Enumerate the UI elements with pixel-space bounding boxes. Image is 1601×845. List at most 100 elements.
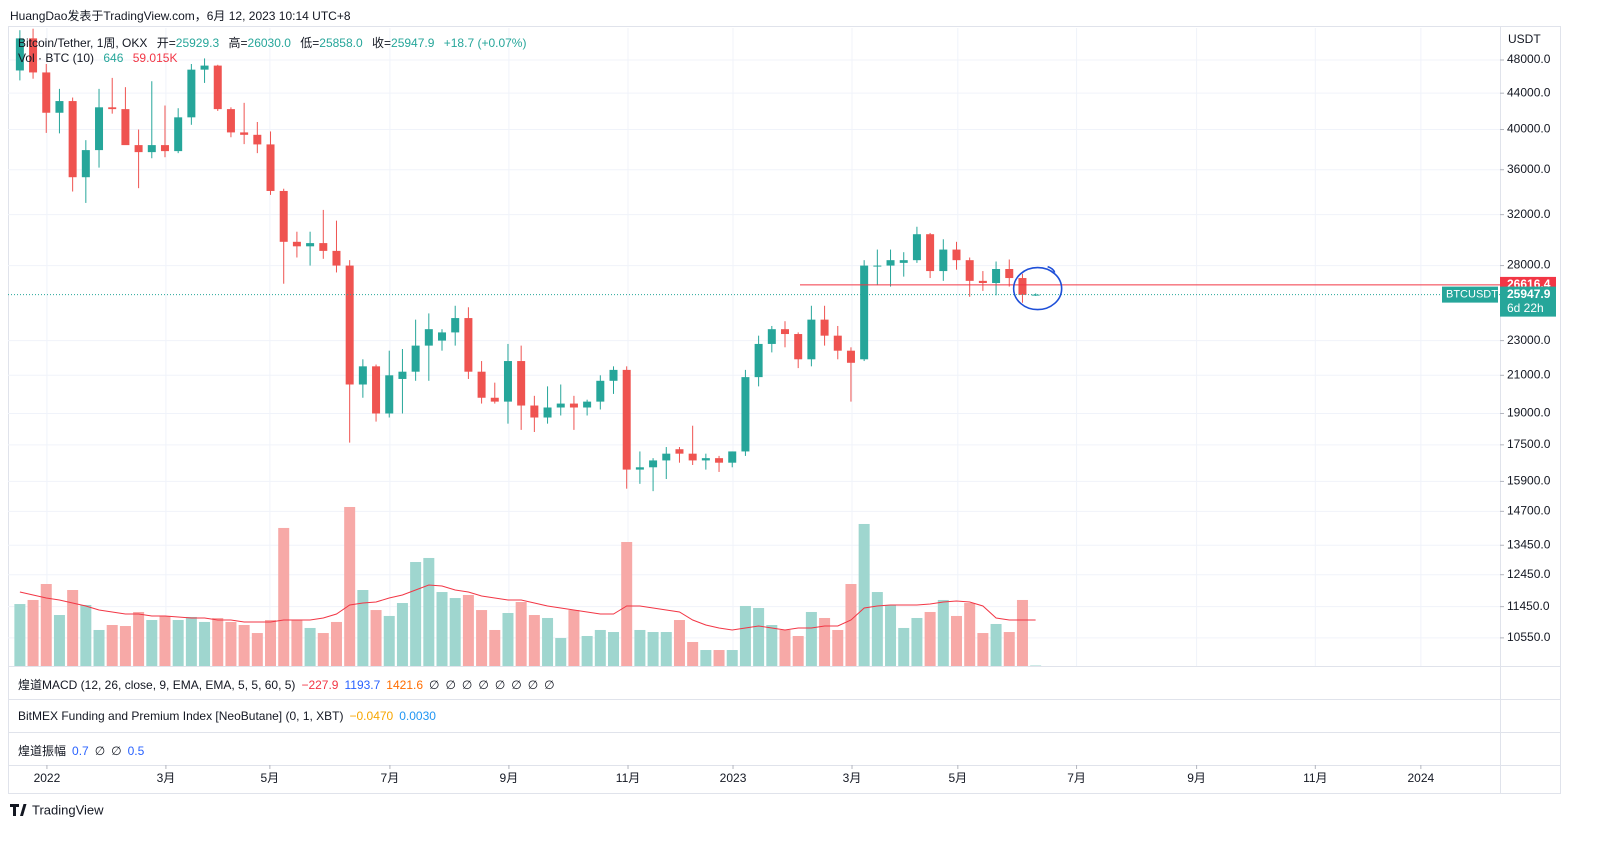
legend: Bitcoin/Tether, 1周, OKX 开=25929.3 高=2603… (18, 34, 532, 51)
candle-body (530, 405, 539, 418)
volume-bar (845, 583, 857, 666)
symbol-label: BTCUSDT (1446, 289, 1498, 301)
candle-body (253, 134, 262, 145)
y-tick-label: 44000.0 (1507, 85, 1551, 99)
x-tick-label: 2022 (34, 771, 61, 785)
volume-bar (766, 624, 778, 666)
volume-bar (291, 620, 303, 666)
candle-body (372, 366, 381, 414)
candle-body (939, 249, 948, 272)
y-tick-label: 28000.0 (1507, 258, 1551, 272)
volume-bar (278, 527, 290, 666)
volume-bar (462, 594, 474, 666)
x-tick-label: 5月 (948, 771, 967, 785)
volume-bar (885, 604, 897, 666)
volume-bar (265, 620, 277, 666)
candle-body (556, 403, 565, 408)
candle-body (662, 453, 671, 461)
candle-body (490, 397, 499, 402)
volume (14, 506, 1042, 666)
candle-body (95, 107, 104, 151)
volume-bar (106, 624, 118, 666)
candle-body (174, 117, 183, 152)
candle-body (121, 109, 130, 146)
candle-body (147, 145, 156, 153)
volume-bar (713, 650, 725, 666)
pane-title: BitMEX Funding and Premium Index [NeoBut… (18, 709, 344, 723)
candle-body (226, 109, 235, 133)
candle-body (728, 451, 737, 463)
x-tick-label: 11月 (616, 771, 640, 785)
candle-body (1018, 278, 1027, 295)
pane-value: ∅ (527, 678, 539, 692)
candle-body (622, 369, 631, 470)
candle-body (978, 280, 987, 283)
volume-legend: Vol · BTC (10) 646 59.015K (18, 51, 183, 65)
candle-body (345, 265, 354, 385)
volume-bar (344, 506, 356, 666)
candle-body (781, 329, 790, 335)
volume-bar (146, 620, 158, 666)
volume-bar (753, 608, 765, 666)
x-tick-label: 2024 (1407, 771, 1434, 785)
y-tick-label: 13450.0 (1507, 537, 1551, 551)
volume-bar (542, 617, 554, 666)
pane-value: −227.9 (301, 678, 339, 692)
candle-body (701, 458, 710, 461)
candle-body (1031, 294, 1040, 296)
legend-label: 开= (156, 36, 176, 50)
x-tick-label: 7月 (1067, 771, 1086, 785)
volume-bar (858, 523, 870, 666)
volume-bar (621, 541, 633, 666)
candle-body (741, 377, 750, 452)
candle-body (503, 361, 512, 402)
last-price-label-bg (1500, 286, 1556, 317)
volume-ma-value: 59.015K (132, 51, 178, 65)
x-tick-label: 9月 (1187, 771, 1206, 785)
volume-bar (634, 629, 646, 666)
volume-bar (739, 605, 751, 666)
pane-value: 0.7 (72, 744, 89, 758)
y-tick-label: 11450.0 (1507, 599, 1550, 613)
volume-bar (608, 632, 620, 666)
logo-mark (10, 804, 27, 816)
volume-bar (515, 602, 527, 666)
candle-body (55, 101, 64, 113)
y-tick-label: 15900.0 (1507, 474, 1551, 488)
volume-bar (476, 610, 488, 666)
grid: 48000.0 44000.0 40000.0 36000.0 32000.0 28000… (8, 28, 1551, 785)
volume-bar (423, 557, 435, 666)
volume-bar (370, 610, 382, 666)
legend-label: 低= (300, 36, 320, 50)
volume-bar (924, 611, 936, 666)
y-unit: USDT (1508, 32, 1541, 46)
pane-value: 0.0030 (399, 709, 436, 723)
volume-bar (225, 621, 237, 666)
candle-body (860, 265, 869, 360)
candle-body (873, 265, 882, 267)
candle-body (358, 366, 367, 385)
attribution-text: HuangDao发表于TradingView.com，6月 12, 2023 1… (10, 9, 351, 23)
x-tick-label: 9月 (500, 771, 519, 785)
candle-body (200, 65, 209, 70)
candle-body (754, 343, 763, 378)
frame (8, 26, 1561, 794)
candle-body (464, 318, 473, 372)
volume-bar (819, 617, 831, 666)
y-tick-label: 32000.0 (1507, 207, 1551, 221)
candle-body (675, 449, 684, 454)
volume-bar (568, 610, 580, 666)
volume-bar (449, 598, 461, 666)
candle-body (569, 403, 578, 408)
candle-body (846, 350, 855, 363)
y-tick-label: 14700.0 (1507, 504, 1551, 518)
candle-body (332, 250, 341, 266)
pane-value: ∅ (478, 678, 489, 692)
volume-bar (1016, 599, 1028, 666)
volume-bar (911, 617, 923, 666)
legend-label: 收= (372, 36, 392, 50)
volume-bar (581, 635, 593, 666)
volume-bar (700, 650, 712, 666)
volume-bar (436, 592, 448, 666)
